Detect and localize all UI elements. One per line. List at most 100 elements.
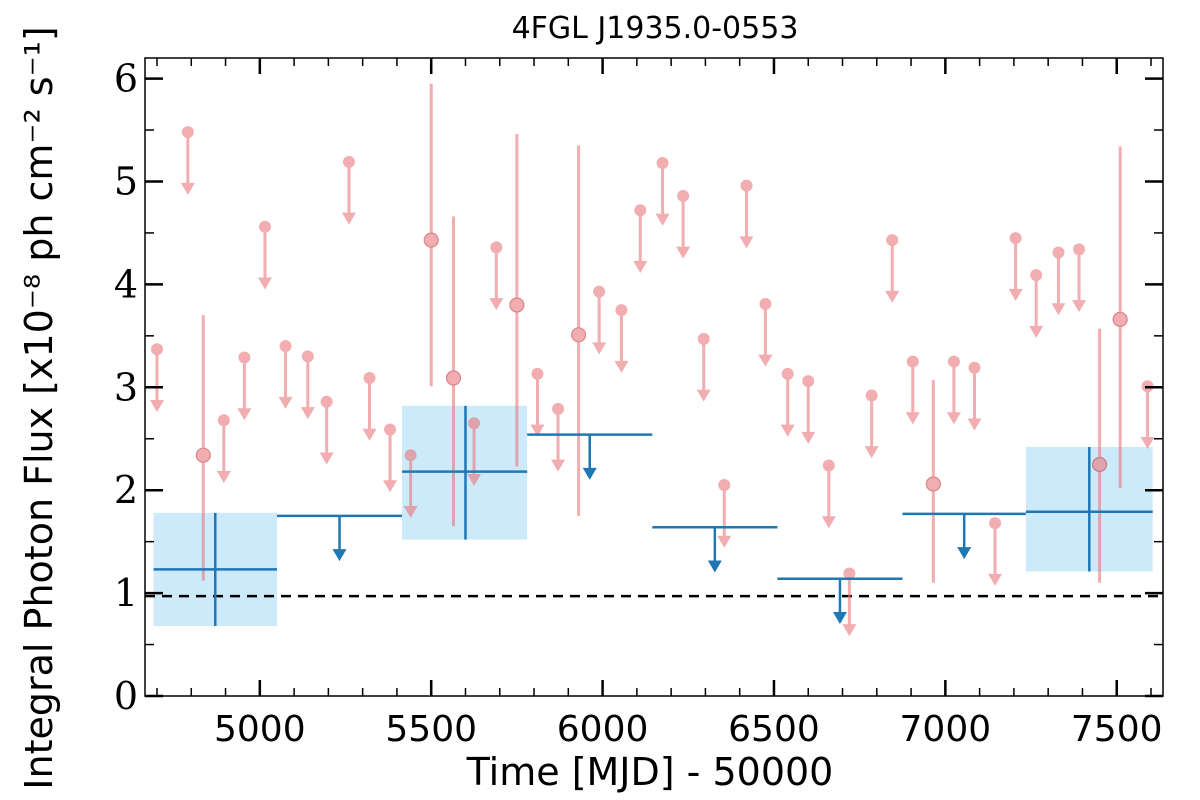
upper-limit-arrowhead: [676, 246, 691, 259]
short-bin-upper-limit: [676, 189, 691, 259]
short-bin-upper-limit: [842, 567, 857, 637]
detection-marker: [1091, 456, 1108, 473]
short-bin-upper-limit: [758, 297, 773, 367]
short-bin-series: [149, 83, 1155, 637]
upper-limit-marker: [342, 155, 355, 168]
x-tick-label: 5000: [214, 709, 306, 750]
y-axis-label: Integral Photon Flux [x10⁻⁸ ph cm⁻² s⁻¹]: [17, 26, 61, 789]
short-bin-upper-limit: [592, 285, 607, 355]
upper-limit-arrowhead: [988, 573, 1003, 586]
upper-limit-arrowhead: [467, 474, 482, 487]
upper-limit-arrowhead: [821, 516, 836, 529]
short-bin-upper-limit: [885, 234, 900, 303]
short-bin-upper-limit: [403, 449, 418, 518]
upper-limit-marker: [865, 389, 878, 402]
upper-limit-arrowhead: [592, 342, 607, 355]
short-bin-upper-limit: [341, 155, 356, 225]
short-bin-upper-limit: [801, 375, 816, 444]
upper-limit-marker: [384, 423, 397, 436]
upper-limit-marker: [1052, 246, 1065, 259]
detection-marker: [445, 370, 462, 386]
short-bin-upper-limit: [319, 395, 334, 465]
upper-limit-marker: [1073, 243, 1086, 256]
upper-limit-arrowhead: [403, 505, 418, 518]
short-bin-upper-limit: [739, 179, 754, 249]
upper-limit-marker: [634, 204, 647, 217]
short-bin-upper-limit: [1051, 246, 1066, 316]
upper-limit-marker: [843, 567, 856, 580]
short-bin-upper-limit: [1008, 232, 1023, 301]
long-bin-detection: [1025, 446, 1153, 572]
x-axis: 5000 5500 6000 6500 7000 7500: [156, 58, 1163, 750]
y-tick-label: 5: [114, 159, 138, 203]
upper-limit-arrowhead: [530, 424, 545, 437]
upper-limit-arrowhead: [885, 290, 900, 303]
upper-limit-marker: [989, 517, 1002, 530]
upper-limit-arrowhead: [278, 396, 293, 409]
x-axis-label: Time [MJD] - 50000: [466, 750, 834, 794]
short-bin-detection: [1091, 328, 1108, 583]
upper-limit-arrowhead: [383, 480, 398, 493]
detection-marker: [925, 476, 941, 492]
chart-title: 4FGL J1935.0-0553: [512, 11, 799, 46]
upper-limit-arrowhead: [362, 428, 377, 441]
upper-limit-arrowhead: [216, 470, 231, 483]
long-bin-upper-limit: [527, 433, 653, 480]
upper-limit-arrowhead: [237, 408, 252, 421]
y-tick-label: 3: [114, 365, 138, 409]
upper-limit-arrowhead: [614, 360, 629, 373]
upper-limit-marker: [718, 479, 731, 492]
short-bin-upper-limit: [180, 126, 195, 195]
upper-limit-arrowhead: [801, 431, 816, 444]
short-bin-detection: [1112, 146, 1128, 489]
upper-limit-marker: [1009, 232, 1022, 245]
upper-limit-marker: [531, 367, 544, 380]
upper-limit-marker: [468, 417, 481, 430]
short-bin-upper-limit: [1140, 380, 1155, 450]
long-bin-limit-arrowhead: [707, 560, 722, 573]
upper-limit-arrowhead: [842, 624, 857, 637]
short-bin-upper-limit: [633, 204, 648, 274]
short-bin-upper-limit: [1072, 243, 1087, 313]
short-bin-upper-limit: [300, 350, 315, 420]
short-bin-upper-limit: [821, 459, 836, 529]
upper-limit-marker: [697, 332, 710, 345]
upper-limit-arrowhead: [655, 213, 670, 226]
short-bin-upper-limit: [864, 389, 879, 459]
short-bin-detection: [570, 145, 587, 516]
upper-limit-marker: [781, 367, 794, 380]
detection-marker: [570, 327, 587, 343]
upper-limit-marker: [301, 350, 314, 363]
x-tick-label: 7000: [900, 709, 992, 750]
upper-limit-marker: [1030, 269, 1043, 282]
upper-limit-marker: [320, 395, 333, 408]
upper-limit-marker: [802, 375, 815, 388]
y-tick-label: 4: [114, 262, 138, 306]
upper-limit-marker: [656, 156, 669, 169]
short-bin-upper-limit: [655, 156, 670, 226]
upper-limit-arrowhead: [864, 446, 879, 459]
detection-marker: [509, 297, 525, 313]
short-bin-detection: [195, 315, 211, 581]
detection-marker: [1112, 311, 1128, 327]
short-bin-upper-limit: [988, 517, 1003, 586]
short-bin-upper-limit: [362, 372, 377, 441]
short-bin-upper-limit: [257, 220, 272, 290]
upper-limit-marker: [947, 355, 960, 368]
upper-limit-arrowhead: [551, 459, 566, 472]
upper-limit-marker: [906, 355, 919, 368]
short-bin-upper-limit: [467, 417, 482, 487]
long-bin-limit-arrowhead: [332, 549, 347, 562]
long-bin-upper-limit: [902, 512, 1026, 560]
long-bin-series: [153, 405, 1153, 627]
upper-limit-marker: [279, 340, 292, 353]
upper-limit-marker: [677, 189, 690, 202]
upper-limit-arrowhead: [149, 399, 164, 412]
short-bin-detection: [423, 83, 439, 387]
upper-limit-arrowhead: [341, 212, 356, 225]
upper-limit-marker: [740, 179, 753, 192]
long-bin-limit-arrowhead: [582, 467, 597, 480]
upper-limit-arrowhead: [1008, 288, 1023, 301]
upper-limit-marker: [150, 343, 163, 356]
